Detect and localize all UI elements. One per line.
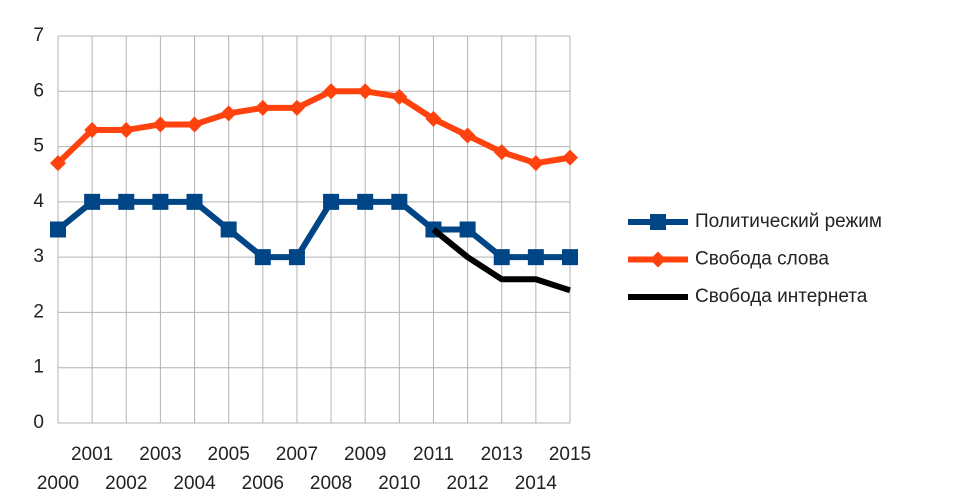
x-tick-label: 2009 <box>344 444 386 465</box>
y-tick-label: 1 <box>33 357 44 378</box>
marker <box>425 110 442 127</box>
marker <box>493 144 510 161</box>
marker <box>323 83 340 100</box>
x-tick-label: 2014 <box>515 473 558 494</box>
marker <box>323 193 340 210</box>
x-tick-label: 2008 <box>310 473 352 494</box>
x-tick-label: 2010 <box>378 473 420 494</box>
marker <box>459 221 476 238</box>
marker <box>186 116 203 133</box>
marker <box>118 121 135 138</box>
marker <box>391 193 408 210</box>
x-tick-label: 2005 <box>208 444 250 465</box>
legend-marker <box>650 251 666 268</box>
marker <box>118 193 135 210</box>
marker <box>493 249 510 266</box>
marker <box>152 116 169 133</box>
marker <box>84 193 101 210</box>
marker <box>50 221 66 238</box>
y-tick-label: 0 <box>33 412 44 433</box>
marker <box>220 221 237 238</box>
marker <box>84 121 101 138</box>
x-tick-label: 2013 <box>481 444 523 465</box>
y-tick-label: 3 <box>33 246 44 267</box>
marker <box>254 99 271 116</box>
marker <box>288 249 305 266</box>
marker <box>459 127 476 144</box>
marker <box>50 155 66 172</box>
marker <box>357 83 374 100</box>
marker <box>186 193 203 210</box>
legend-marker <box>650 214 666 230</box>
marker <box>527 155 544 172</box>
y-tick-label: 7 <box>33 25 44 46</box>
y-tick-label: 6 <box>33 80 44 101</box>
y-tick-label: 5 <box>33 136 44 157</box>
marker <box>254 249 271 266</box>
marker <box>391 88 408 105</box>
x-tick-label: 2004 <box>173 473 216 494</box>
x-tick-label: 2006 <box>242 473 284 494</box>
marker <box>220 105 237 122</box>
x-tick-label: 2001 <box>71 444 113 465</box>
marker <box>527 249 544 266</box>
legend-label: Свобода слова <box>695 249 829 270</box>
x-tick-label: 2000 <box>37 473 79 494</box>
legend-label: Свобода интернета <box>695 286 868 307</box>
series-line <box>55 88 571 167</box>
series-line <box>56 198 570 261</box>
x-tick-label: 2015 <box>549 444 591 465</box>
marker <box>357 193 374 210</box>
legend-label: Политический режим <box>695 211 882 232</box>
y-tick-label: 4 <box>33 191 44 212</box>
marker <box>562 149 578 166</box>
x-tick-label: 2012 <box>446 473 488 494</box>
marker <box>152 193 169 210</box>
series-line <box>431 227 571 294</box>
x-tick-label: 2011 <box>413 444 454 465</box>
x-tick-label: 2002 <box>105 473 147 494</box>
y-tick-label: 2 <box>33 301 44 322</box>
marker <box>562 249 578 266</box>
x-tick-label: 2007 <box>276 444 318 465</box>
marker <box>288 99 305 116</box>
x-tick-label: 2003 <box>139 444 181 465</box>
